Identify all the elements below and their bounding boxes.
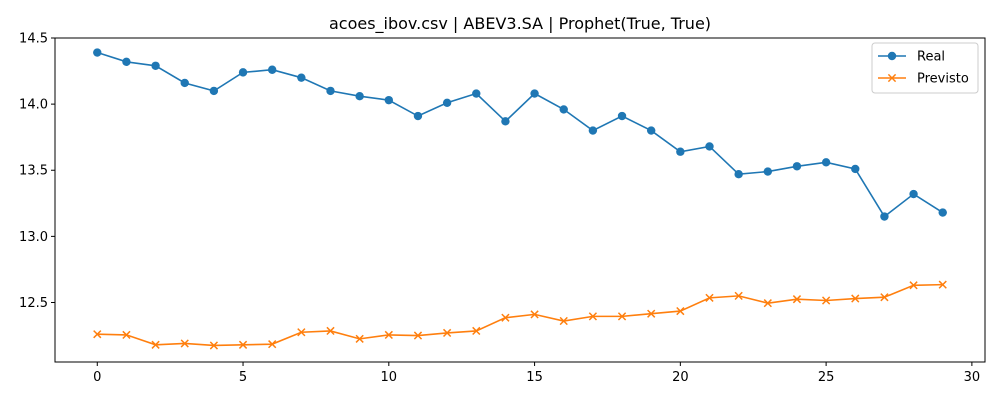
data-point	[442, 328, 452, 338]
data-point	[384, 95, 394, 105]
data-point	[851, 164, 860, 174]
data-point	[326, 86, 335, 96]
data-point	[880, 212, 889, 221]
data-point	[763, 167, 773, 176]
data-point	[151, 61, 160, 70]
data-point	[851, 294, 860, 303]
data-point	[938, 208, 947, 217]
data-point	[821, 158, 831, 167]
legend-entry-real: Real	[878, 50, 945, 65]
x-tick-label: 20	[672, 370, 689, 385]
data-point	[530, 310, 539, 319]
data-point	[472, 89, 481, 98]
legend-marker	[887, 51, 897, 61]
data-point	[501, 117, 510, 126]
data-point	[413, 111, 423, 121]
x-axis: 0 5 10 15 20 25 30	[93, 362, 980, 385]
series-real	[93, 48, 947, 221]
data-point	[238, 340, 248, 349]
data-point	[151, 340, 160, 349]
y-tick-label: 12.5	[19, 296, 48, 311]
data-point	[530, 89, 539, 98]
data-point	[267, 65, 277, 74]
x-tick-label: 5	[239, 370, 247, 385]
x-tick-label: 0	[93, 370, 101, 385]
data-point	[472, 326, 481, 336]
legend-marker	[887, 73, 897, 83]
data-point	[209, 86, 219, 96]
x-tick-label: 30	[964, 370, 981, 385]
data-point	[705, 142, 714, 151]
x-tick-label: 10	[381, 370, 398, 385]
data-point	[180, 78, 189, 88]
y-axis: 12.5 13.0 13.5 14.0 14.5	[19, 32, 55, 311]
data-point	[734, 170, 743, 179]
y-tick-label: 14.0	[19, 98, 48, 113]
data-point	[909, 281, 918, 290]
y-tick-label: 13.5	[19, 164, 48, 179]
series-line-previsto	[97, 283, 943, 347]
data-point	[909, 189, 918, 199]
plot-area-frame	[54, 37, 986, 363]
data-point	[617, 312, 627, 321]
x-tick-label: 25	[818, 370, 835, 385]
legend-label: Real	[917, 50, 945, 65]
data-point	[938, 280, 947, 289]
series-previsto	[93, 280, 947, 350]
data-point	[646, 126, 656, 135]
data-point	[93, 48, 102, 57]
data-point	[705, 293, 714, 302]
y-tick-label: 14.5	[19, 32, 48, 47]
data-point	[93, 330, 102, 339]
data-point	[268, 340, 277, 349]
legend-label: Previsto	[917, 72, 969, 87]
data-point	[559, 105, 568, 114]
data-point	[413, 331, 423, 340]
data-point	[880, 293, 889, 302]
data-point	[588, 312, 598, 321]
data-point	[501, 313, 510, 322]
data-point	[355, 91, 364, 101]
data-point	[384, 330, 393, 340]
chart-title: acoes_ibov.csv | ABEV3.SA | Prophet(True…	[329, 14, 711, 34]
x-tick-label: 15	[526, 370, 543, 385]
series-line-real	[97, 51, 944, 218]
data-point	[442, 98, 452, 108]
data-point	[326, 326, 335, 336]
data-point	[676, 147, 685, 156]
data-point	[122, 57, 131, 67]
data-point	[297, 73, 306, 82]
data-point	[821, 296, 831, 305]
y-tick-label: 13.0	[19, 230, 48, 245]
data-point	[617, 111, 627, 121]
data-point	[647, 309, 656, 318]
data-point	[355, 334, 364, 343]
legend-entry-previsto: Previsto	[878, 72, 969, 87]
data-point	[297, 328, 306, 337]
series-layer	[93, 48, 947, 350]
data-point	[238, 68, 248, 77]
data-point	[734, 291, 743, 301]
data-point	[122, 330, 131, 340]
data-point	[180, 339, 189, 348]
data-point	[588, 126, 598, 135]
data-point	[559, 316, 568, 326]
data-point	[763, 299, 772, 308]
data-point	[209, 341, 219, 350]
data-point	[676, 306, 685, 316]
legend: Real Previsto	[871, 42, 979, 94]
data-point	[792, 162, 802, 171]
data-point	[792, 295, 802, 304]
